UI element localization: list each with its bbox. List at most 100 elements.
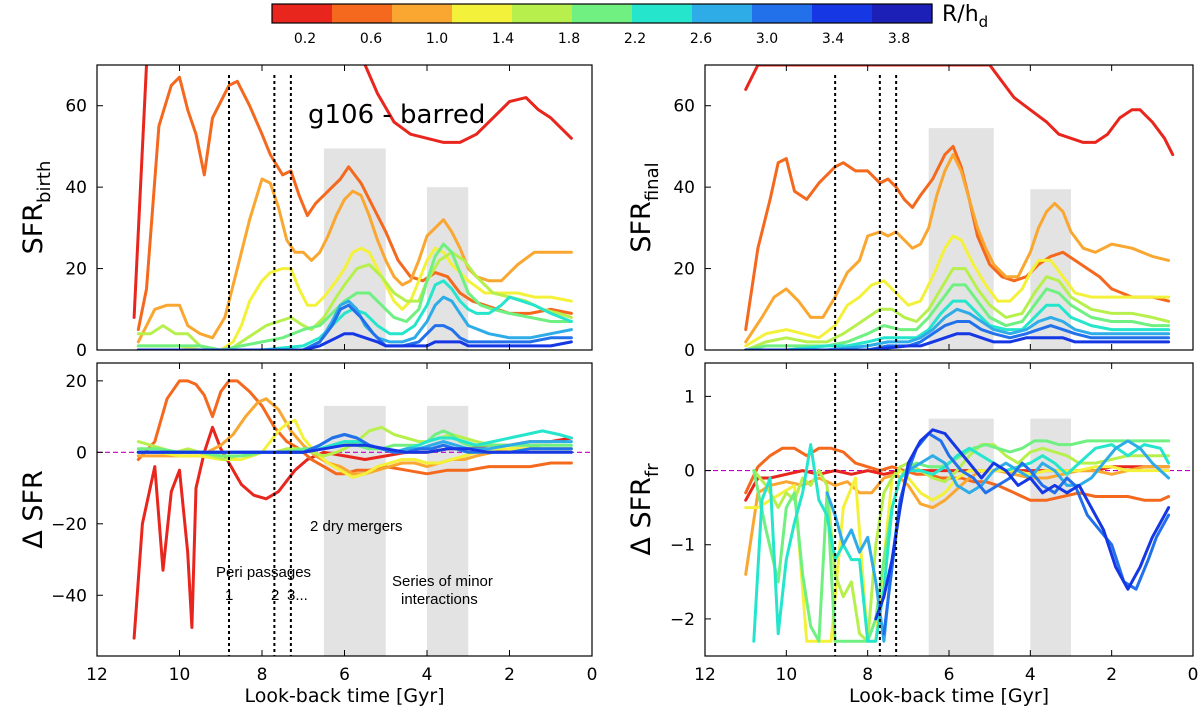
y-tick-label: 0 — [76, 443, 87, 463]
x-tick-label: 10 — [169, 665, 191, 685]
x-tick-label: 6 — [339, 665, 350, 685]
panel-plot-area — [132, 65, 573, 350]
colorbar-tick-label: 0.6 — [360, 31, 382, 47]
anno-dry-mergers: 2 dry mergers — [310, 518, 403, 535]
colorbar-cell — [392, 4, 453, 23]
y-tick-label: −2 — [670, 610, 695, 630]
colorbar-tick-label: 3.4 — [822, 31, 844, 47]
y-tick-label: 20 — [65, 260, 87, 280]
x-tick-label: 12 — [86, 665, 108, 685]
y-tick-label: 1 — [684, 387, 695, 407]
x-tick-label: 0 — [587, 665, 598, 685]
colorbar-cell — [272, 4, 333, 23]
y-axis-label: SFRfinal — [626, 162, 663, 252]
colorbar-cell — [332, 4, 393, 23]
x-axis-label: Look-back time [Gyr] — [849, 685, 1049, 707]
series-line — [136, 242, 573, 350]
series-line — [136, 397, 573, 476]
colorbar-tick-label: 3.8 — [888, 31, 910, 47]
colorbar-cell — [812, 4, 873, 23]
series-line — [744, 320, 1171, 350]
colorbar-ticks: 0.2 0.6 1.0 1.4 1.8 2.2 2.6 3.0 3.4 3.8 — [294, 31, 910, 47]
anno-peri-3: 3... — [287, 587, 308, 604]
y-tick-label: 60 — [673, 97, 695, 117]
series-line — [744, 153, 1171, 344]
anno-peri-passages: Peri passages — [216, 564, 311, 581]
y-axis-label-main: Δ SFR — [626, 477, 657, 555]
colorbar-cell — [692, 4, 753, 23]
y-axis-label-sub: fr — [642, 463, 663, 477]
y-tick-label: −20 — [51, 515, 87, 535]
y-tick-label: 40 — [65, 178, 87, 198]
series-line — [136, 279, 573, 350]
colorbar-cell — [632, 4, 693, 23]
series-line — [363, 65, 573, 144]
series-line — [744, 267, 1171, 350]
x-tick-label: 12 — [694, 665, 716, 685]
series-line — [874, 428, 1171, 621]
colorbar-tick-label: 1.8 — [558, 31, 580, 47]
figure-title: g106 - barred — [308, 100, 485, 130]
x-tick-label: 0 — [1188, 665, 1199, 685]
annotations: Peri passages 1 2 3... 2 dry mergers Ser… — [216, 518, 493, 608]
y-tick-label: 0 — [684, 462, 695, 482]
panel-tl: 0 20 40 60 SFRbirth — [18, 64, 593, 361]
series-line — [752, 439, 1171, 643]
series-line — [744, 465, 1171, 643]
x-tick-label: 4 — [422, 665, 433, 685]
colorbar-cells — [272, 4, 933, 23]
series-line — [744, 332, 1171, 350]
y-tick-label: −40 — [51, 586, 87, 606]
panel-br: 12 10 8 6 4 2 0 Look-back time [Gyr] −2 −1 0 1 Δ SFR… — [626, 362, 1199, 707]
y-tick-label: 40 — [673, 178, 695, 198]
colorbar-tick-label: 1.4 — [492, 31, 514, 47]
colorbar-tick-label: 2.6 — [690, 31, 712, 47]
series-line — [744, 65, 1175, 157]
y-tick-label: −1 — [670, 536, 695, 556]
colorbar-tick-label: 1.0 — [426, 31, 448, 47]
y-axis-label-sub: final — [642, 162, 663, 201]
panel-plot-area — [705, 373, 1193, 656]
anno-peri-2: 2 — [271, 587, 279, 604]
series-line — [744, 144, 1171, 332]
colorbar-tick-label: 2.2 — [624, 31, 646, 47]
series-line — [744, 299, 1171, 350]
colorbar-cell — [572, 4, 633, 23]
x-axis-label: Look-back time [Gyr] — [244, 685, 444, 707]
x-tick-label: 6 — [944, 665, 955, 685]
anno-minor-2: interactions — [401, 591, 478, 608]
series-line — [132, 65, 148, 319]
colorbar-cell — [872, 4, 933, 23]
panel-tr: 0 20 40 60 SFRfinal — [626, 64, 1194, 361]
x-tick-label: 2 — [1106, 665, 1117, 685]
x-tick-label: 4 — [1025, 665, 1036, 685]
y-axis-label-main: SFR — [626, 201, 657, 252]
y-axis-label: SFRbirth — [18, 161, 55, 255]
y-tick-label: 20 — [65, 372, 87, 392]
colorbar-cell — [752, 4, 813, 23]
series-line — [136, 332, 573, 350]
series-line — [136, 443, 573, 454]
x-tick-label: 8 — [257, 665, 268, 685]
series-line — [752, 443, 1171, 643]
anno-peri-1: 1 — [225, 587, 233, 604]
colorbar-label: R/hd — [942, 2, 988, 31]
series-line — [136, 379, 573, 476]
panel-plot-area — [744, 65, 1175, 350]
y-tick-label: 0 — [684, 341, 695, 361]
series-line — [825, 439, 1171, 643]
y-axis-label-main: SFR — [18, 203, 49, 254]
colorbar-tick-label: 0.2 — [294, 31, 316, 47]
series-line — [744, 465, 1171, 576]
x-tick-label: 2 — [504, 665, 515, 685]
y-tick-label: 20 — [673, 260, 695, 280]
colorbar-tick-label: 3.0 — [756, 31, 778, 47]
x-tick-label: 8 — [862, 665, 873, 685]
colorbar-cell — [512, 4, 573, 23]
series-line — [136, 75, 573, 332]
y-tick-label: 0 — [76, 341, 87, 361]
y-axis-label-main: Δ SFR — [18, 470, 49, 548]
x-tick-label: 10 — [776, 665, 798, 685]
